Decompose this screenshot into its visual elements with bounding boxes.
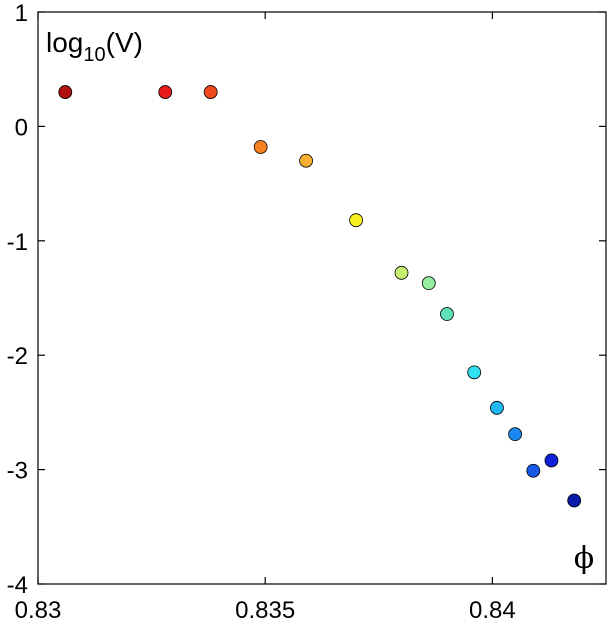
x-axis-title: ϕ xyxy=(574,541,594,576)
y-tick-label: 0 xyxy=(15,114,28,141)
x-axis: 0.83 0.835 0.84 xyxy=(15,12,516,624)
data-point xyxy=(440,307,454,321)
y-axis-title: log10(V) xyxy=(46,27,143,66)
x-tick-label: 0.835 xyxy=(235,597,295,624)
y-tick-label: -4 xyxy=(7,572,28,599)
y-tick-label: -3 xyxy=(7,458,28,485)
data-point xyxy=(508,427,523,442)
data-point xyxy=(158,85,173,99)
data-point xyxy=(421,276,436,291)
data-points xyxy=(58,85,582,508)
y-tick-label: -1 xyxy=(7,229,28,256)
y-tick-label: -2 xyxy=(7,343,28,370)
data-point xyxy=(253,140,268,154)
y-tick-label: 1 xyxy=(15,0,28,27)
data-point xyxy=(526,463,541,478)
data-point xyxy=(349,213,363,228)
y-axis: 1 0 -1 -2 -3 -4 xyxy=(7,0,606,599)
plot-frame xyxy=(37,11,607,585)
data-point xyxy=(567,493,582,508)
data-point xyxy=(203,85,218,99)
data-point xyxy=(544,453,559,468)
data-point xyxy=(394,265,409,280)
data-point xyxy=(58,85,73,99)
x-tick-label: 0.84 xyxy=(469,597,516,624)
data-point xyxy=(467,365,482,380)
x-tick-label: 0.83 xyxy=(15,597,62,624)
data-point xyxy=(490,400,504,415)
data-point xyxy=(299,153,313,168)
